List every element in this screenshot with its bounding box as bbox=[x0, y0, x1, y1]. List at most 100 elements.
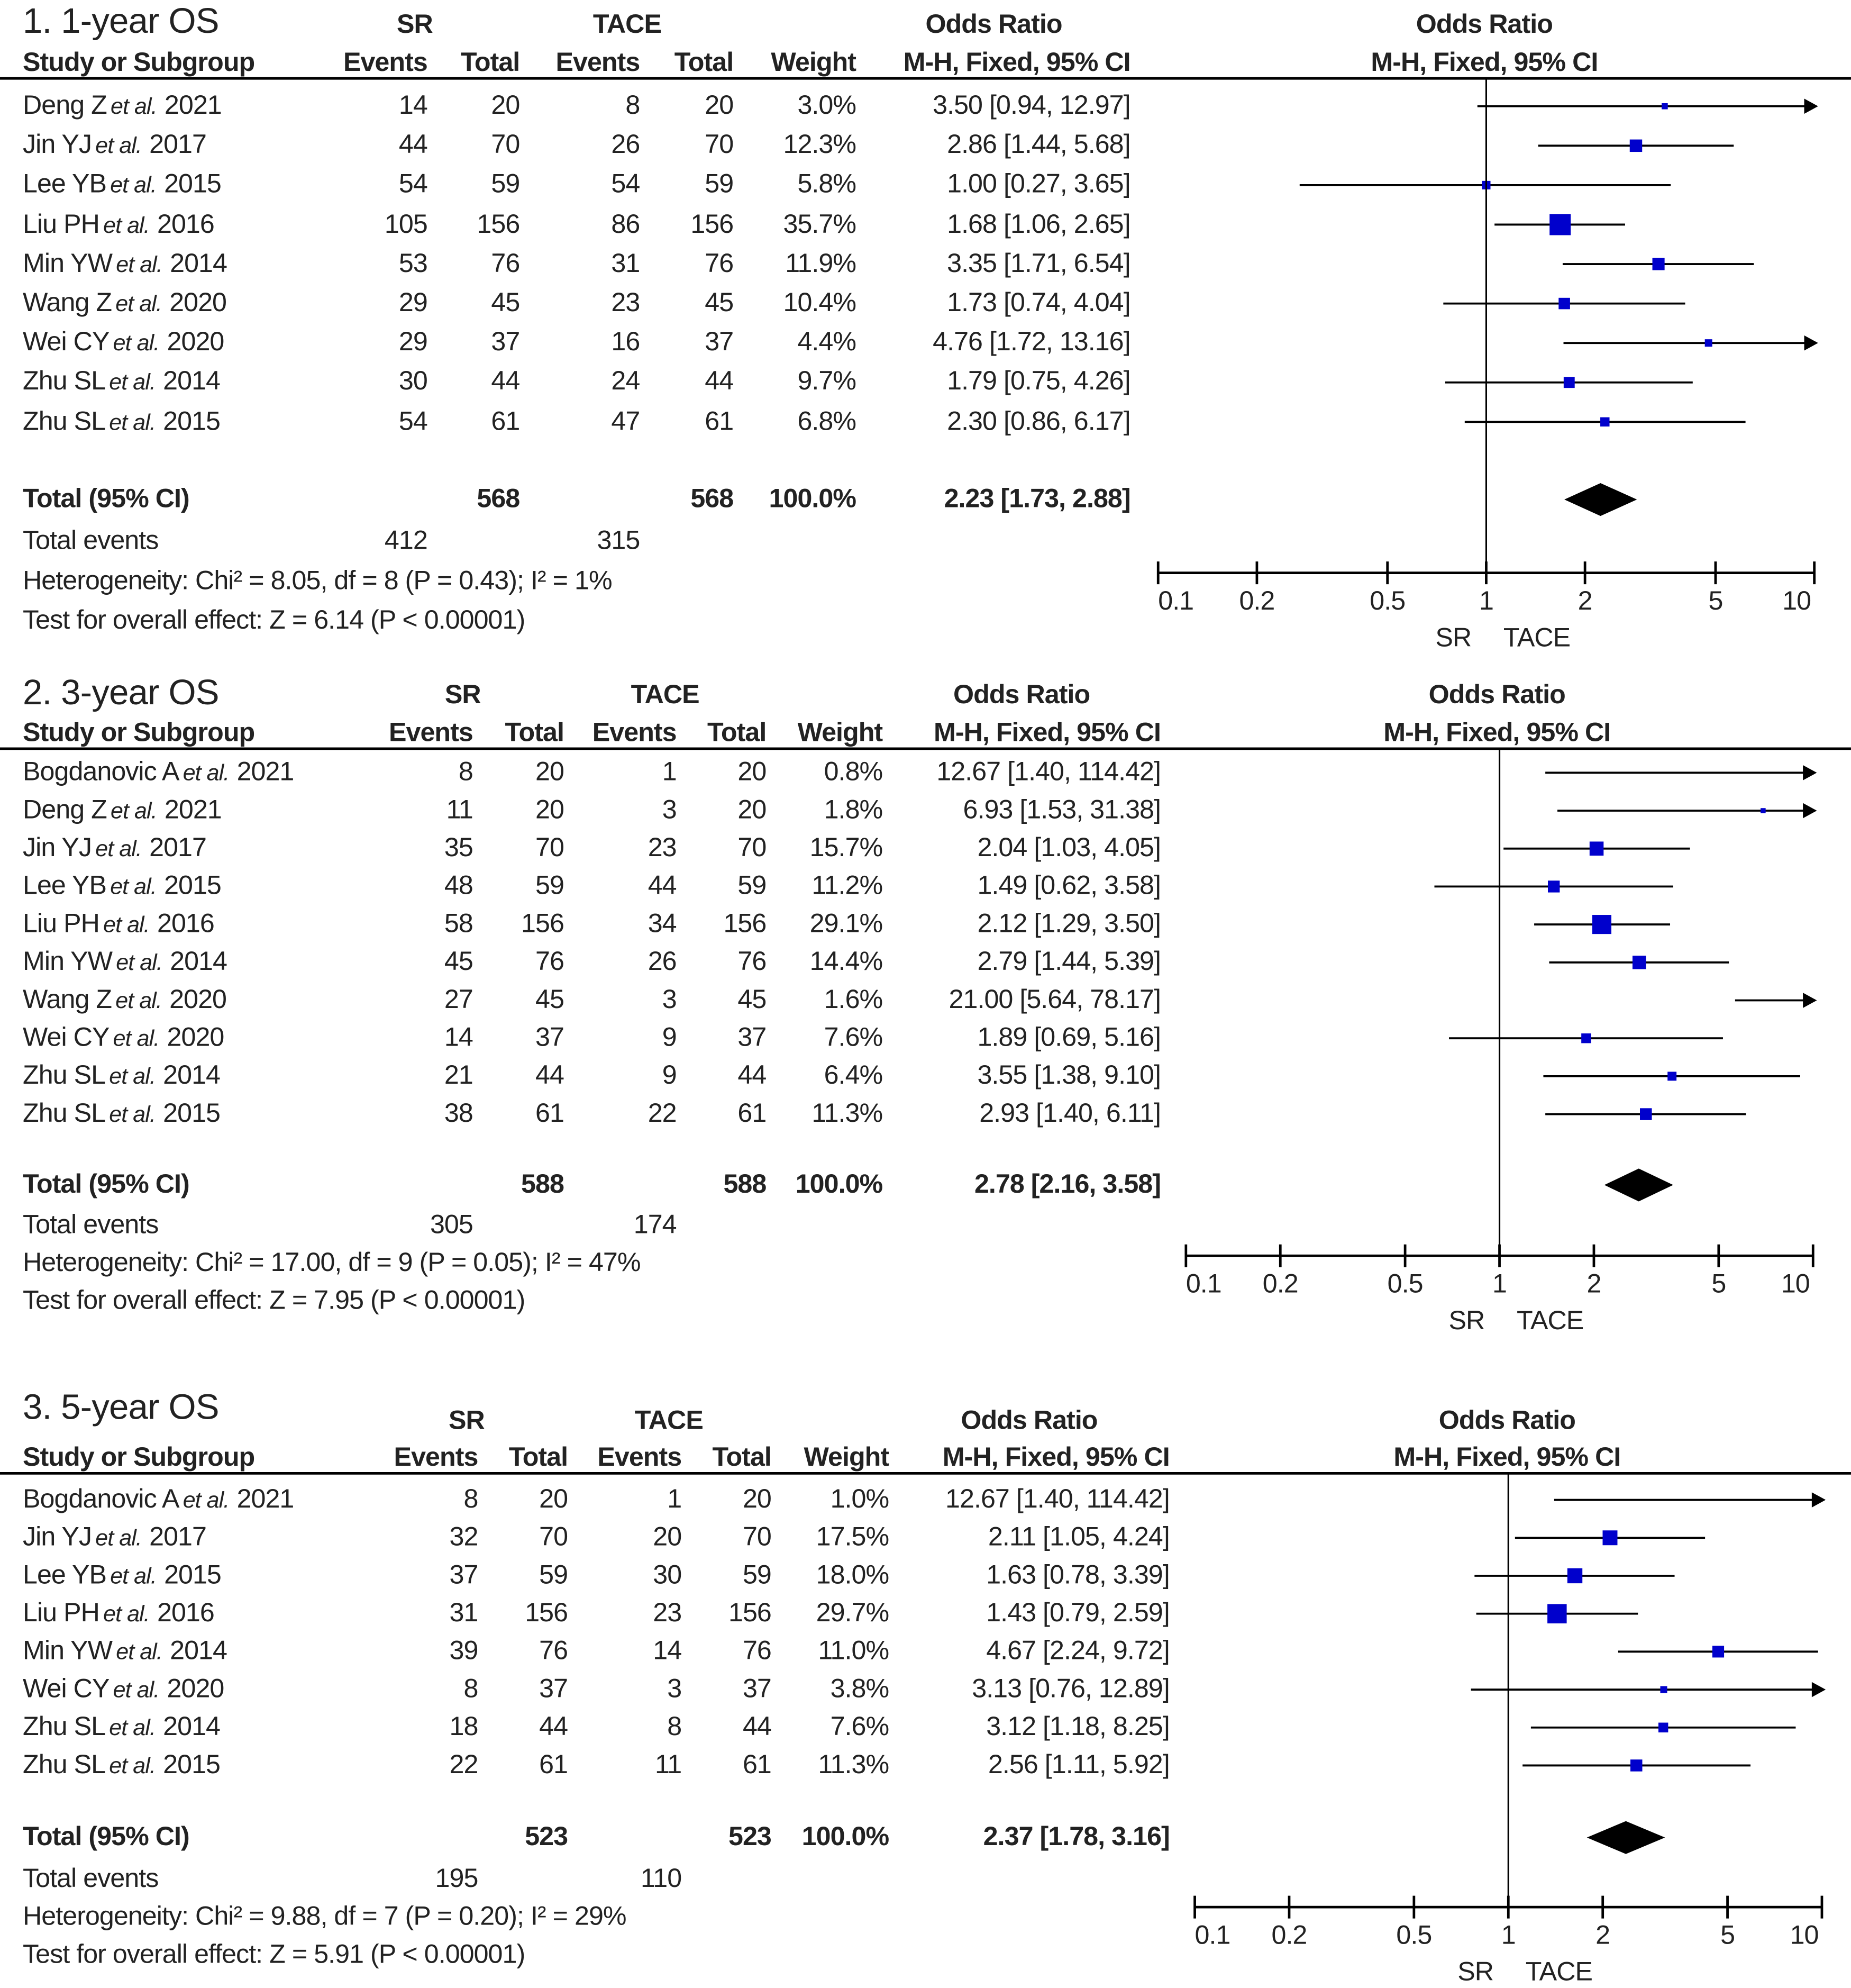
total-events-label: Total events bbox=[23, 1210, 159, 1240]
sr-total: 59 bbox=[491, 170, 520, 199]
header-odds-ratio: Odds Ratio bbox=[925, 10, 1062, 40]
sr-events: 37 bbox=[449, 1560, 478, 1590]
header-plot-odds-ratio: Odds Ratio bbox=[1438, 1406, 1576, 1436]
sr-total: 61 bbox=[539, 1750, 568, 1780]
header-sr-total: Total bbox=[460, 48, 520, 77]
axis-label-tace: TACE bbox=[1525, 1957, 1593, 1987]
study-year: 2017 bbox=[149, 1522, 207, 1552]
header-odds-ratio: Odds Ratio bbox=[953, 680, 1090, 710]
study-etal: et al. bbox=[95, 836, 142, 861]
study-year: 2015 bbox=[163, 1099, 221, 1128]
study-etal: et al. bbox=[109, 369, 156, 395]
overall-effect-text: Test for overall effect: Z = 7.95 (P < 0… bbox=[23, 1286, 525, 1315]
study-author: Zhu SL bbox=[23, 1061, 106, 1091]
heterogeneity-text: Heterogeneity: Chi² = 17.00, df = 9 (P =… bbox=[23, 1248, 641, 1277]
tace-total: 20 bbox=[737, 795, 767, 825]
total-label: Total (95% CI) bbox=[23, 1169, 190, 1199]
tace-total: 61 bbox=[742, 1750, 772, 1780]
study-name: Zhu SL et al. 2014 bbox=[23, 367, 221, 397]
study-etal: et al. bbox=[110, 874, 157, 900]
sr-events: 54 bbox=[398, 170, 428, 199]
overall-effect-text: Test for overall effect: Z = 5.91 (P < 0… bbox=[23, 1940, 525, 1969]
odds-ratio-ci: 3.13 [0.76, 12.89] bbox=[972, 1674, 1170, 1704]
odds-ratio-ci: 1.49 [0.62, 3.58] bbox=[977, 871, 1161, 901]
tace-events: 26 bbox=[611, 130, 640, 160]
study-weight: 15.7% bbox=[809, 833, 883, 863]
sr-events: 48 bbox=[444, 871, 473, 901]
study-etal: et al. bbox=[95, 1525, 142, 1551]
study-name: Zhu SL et al. 2015 bbox=[23, 407, 221, 437]
study-year: 2014 bbox=[170, 1636, 227, 1666]
tace-events: 22 bbox=[648, 1099, 677, 1128]
study-year: 2014 bbox=[163, 1712, 221, 1742]
study-weight: 35.7% bbox=[783, 209, 856, 239]
study-point bbox=[1662, 103, 1668, 110]
sr-events: 27 bbox=[444, 985, 473, 1014]
sr-events: 29 bbox=[398, 288, 428, 317]
sr-total: 37 bbox=[539, 1674, 568, 1704]
total-events-tace: 174 bbox=[633, 1210, 677, 1240]
x-tick-label: 0.2 bbox=[1262, 1269, 1299, 1299]
sr-events: 53 bbox=[398, 249, 428, 278]
study-weight: 3.0% bbox=[797, 91, 856, 121]
axis-label-tace: TACE bbox=[1503, 623, 1571, 653]
study-year: 2017 bbox=[149, 833, 207, 863]
sr-events: 14 bbox=[444, 1023, 473, 1052]
header-sr: SR bbox=[444, 680, 481, 710]
study-author: Bogdanovic A bbox=[23, 757, 179, 787]
study-name: Jin YJ et al. 2017 bbox=[23, 833, 207, 864]
study-etal: et al. bbox=[115, 291, 162, 316]
study-year: 2020 bbox=[167, 328, 225, 357]
header-tace: TACE bbox=[634, 1406, 704, 1436]
odds-ratio-ci: 3.35 [1.71, 6.54] bbox=[947, 249, 1131, 278]
study-etal: et al. bbox=[109, 1753, 156, 1778]
study-author: Wei CY bbox=[23, 1674, 110, 1704]
x-tick-label: 0.1 bbox=[1195, 1921, 1231, 1950]
header-tace: TACE bbox=[592, 10, 662, 40]
sr-total: 20 bbox=[535, 757, 564, 787]
tace-total: 37 bbox=[737, 1023, 767, 1052]
study-year: 2014 bbox=[163, 367, 221, 397]
odds-ratio-ci: 2.93 [1.40, 6.11] bbox=[979, 1099, 1161, 1128]
study-name: Zhu SL et al. 2014 bbox=[23, 1712, 221, 1742]
study-point bbox=[1632, 956, 1646, 969]
odds-ratio-ci: 2.12 [1.29, 3.50] bbox=[977, 909, 1161, 939]
sr-total: 45 bbox=[491, 288, 520, 317]
total-ci: 2.78 [2.16, 3.58] bbox=[974, 1169, 1161, 1199]
total-sr: 588 bbox=[521, 1169, 564, 1199]
study-name: Liu PH et al. 2016 bbox=[23, 909, 215, 939]
study-point bbox=[1602, 1530, 1618, 1546]
sr-events: 32 bbox=[449, 1522, 478, 1552]
header-tace-events: Events bbox=[592, 718, 677, 748]
header-weight: Weight bbox=[771, 48, 856, 77]
header-sr-total: Total bbox=[505, 718, 564, 748]
study-weight: 9.7% bbox=[797, 367, 856, 397]
study-etal: et al. bbox=[183, 760, 230, 786]
tace-events: 54 bbox=[611, 170, 640, 199]
odds-ratio-ci: 1.89 [0.69, 5.16] bbox=[977, 1023, 1161, 1052]
odds-ratio-ci: 4.67 [2.24, 9.72] bbox=[986, 1636, 1170, 1666]
study-weight: 3.8% bbox=[830, 1674, 890, 1704]
total-sr: 568 bbox=[477, 484, 520, 514]
odds-ratio-ci: 6.93 [1.53, 31.38] bbox=[963, 795, 1161, 825]
header-method: M-H, Fixed, 95% CI bbox=[942, 1442, 1170, 1472]
study-weight: 11.3% bbox=[811, 1099, 883, 1128]
study-etal: et al. bbox=[103, 1601, 150, 1627]
sr-events: 14 bbox=[398, 91, 428, 121]
total-tace: 588 bbox=[723, 1169, 767, 1199]
x-tick-label: 1 bbox=[1492, 1269, 1507, 1299]
sr-total: 76 bbox=[491, 249, 520, 278]
study-weight: 10.4% bbox=[783, 288, 856, 317]
panel-title: 2. 3-year OS bbox=[23, 673, 220, 712]
study-author: Liu PH bbox=[23, 1598, 100, 1628]
study-point bbox=[1581, 1033, 1591, 1043]
study-etal: et al. bbox=[116, 251, 162, 277]
study-weight: 6.8% bbox=[797, 406, 856, 436]
x-tick-label: 2 bbox=[1586, 1269, 1601, 1299]
sr-total: 44 bbox=[539, 1712, 568, 1742]
ci-arrow bbox=[1811, 1492, 1826, 1508]
sr-total: 45 bbox=[535, 985, 564, 1014]
odds-ratio-ci: 1.68 [1.06, 2.65] bbox=[947, 209, 1131, 239]
study-weight: 29.1% bbox=[809, 909, 883, 939]
